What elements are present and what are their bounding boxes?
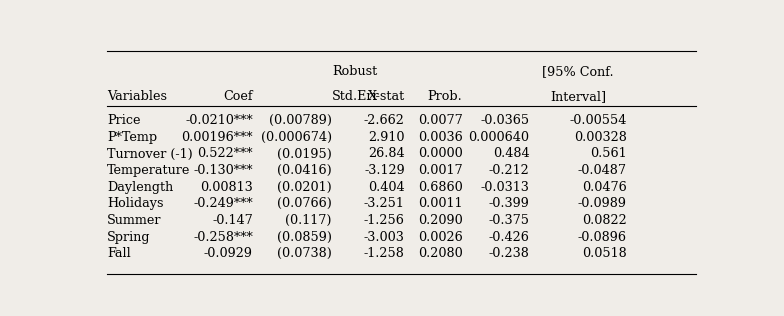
Text: 0.561: 0.561 [590,148,626,161]
Text: Turnover (-1): Turnover (-1) [107,148,193,161]
Text: -0.399: -0.399 [488,198,529,210]
Text: 0.484: 0.484 [493,148,529,161]
Text: Price: Price [107,114,140,127]
Text: 0.0036: 0.0036 [418,131,463,144]
Text: 2.910: 2.910 [368,131,405,144]
Text: (0.0738): (0.0738) [277,247,332,260]
Text: X-stat: X-stat [368,90,405,103]
Text: Holidays: Holidays [107,198,164,210]
Text: (0.0766): (0.0766) [277,198,332,210]
Text: -0.0929: -0.0929 [204,247,253,260]
Text: P*Temp: P*Temp [107,131,158,144]
Text: 0.6860: 0.6860 [418,181,463,194]
Text: 26.84: 26.84 [368,148,405,161]
Text: -3.003: -3.003 [364,231,405,244]
Text: Spring: Spring [107,231,151,244]
Text: Temperature: Temperature [107,164,191,177]
Text: 0.0017: 0.0017 [418,164,463,177]
Text: -0.0313: -0.0313 [481,181,529,194]
Text: 0.0476: 0.0476 [582,181,626,194]
Text: -0.238: -0.238 [488,247,529,260]
Text: 0.0011: 0.0011 [418,198,463,210]
Text: (0.00789): (0.00789) [269,114,332,127]
Text: Summer: Summer [107,214,162,227]
Text: -0.426: -0.426 [488,231,529,244]
Text: 0.0822: 0.0822 [582,214,626,227]
Text: -0.212: -0.212 [488,164,529,177]
Text: 0.522***: 0.522*** [198,148,253,161]
Text: (0.0201): (0.0201) [278,181,332,194]
Text: -2.662: -2.662 [364,114,405,127]
Text: Std.Err: Std.Err [332,90,379,103]
Text: 0.404: 0.404 [368,181,405,194]
Text: 0.000640: 0.000640 [468,131,529,144]
Text: -0.00554: -0.00554 [569,114,626,127]
Text: Robust: Robust [332,65,377,78]
Text: -0.258***: -0.258*** [193,231,253,244]
Text: -0.375: -0.375 [488,214,529,227]
Text: Variables: Variables [107,90,167,103]
Text: Coef: Coef [223,90,253,103]
Text: Prob.: Prob. [428,90,463,103]
Text: 0.00196***: 0.00196*** [181,131,253,144]
Text: -0.249***: -0.249*** [194,198,253,210]
Text: 0.0026: 0.0026 [418,231,463,244]
Text: Daylength: Daylength [107,181,173,194]
Text: 0.0518: 0.0518 [582,247,626,260]
Text: (0.0416): (0.0416) [278,164,332,177]
Text: -0.130***: -0.130*** [194,164,253,177]
Text: -1.256: -1.256 [364,214,405,227]
Text: 0.2080: 0.2080 [418,247,463,260]
Text: (0.0859): (0.0859) [277,231,332,244]
Text: -0.0896: -0.0896 [578,231,626,244]
Text: 0.2090: 0.2090 [418,214,463,227]
Text: -1.258: -1.258 [364,247,405,260]
Text: -0.0365: -0.0365 [481,114,529,127]
Text: -3.129: -3.129 [364,164,405,177]
Text: (0.0195): (0.0195) [277,148,332,161]
Text: [95% Conf.: [95% Conf. [543,65,614,78]
Text: -0.0989: -0.0989 [578,198,626,210]
Text: -3.251: -3.251 [364,198,405,210]
Text: 0.0000: 0.0000 [418,148,463,161]
Text: 0.0077: 0.0077 [418,114,463,127]
Text: -0.147: -0.147 [212,214,253,227]
Text: -0.0487: -0.0487 [578,164,626,177]
Text: -0.0210***: -0.0210*** [185,114,253,127]
Text: Interval]: Interval] [550,90,606,103]
Text: (0.117): (0.117) [285,214,332,227]
Text: Fall: Fall [107,247,131,260]
Text: (0.000674): (0.000674) [261,131,332,144]
Text: 0.00328: 0.00328 [574,131,626,144]
Text: 0.00813: 0.00813 [200,181,253,194]
